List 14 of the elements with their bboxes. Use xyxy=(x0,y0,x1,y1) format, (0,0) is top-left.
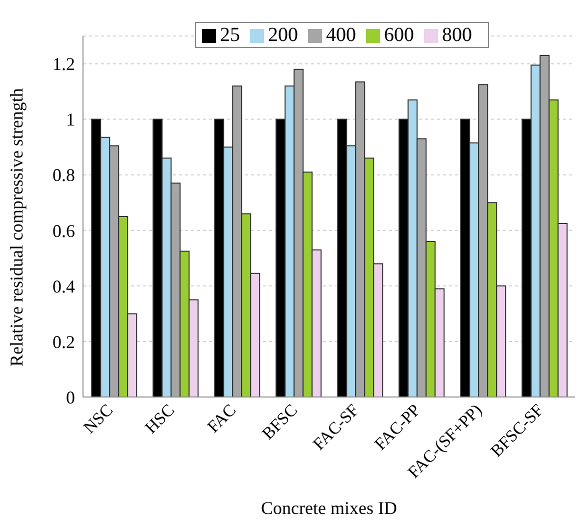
legend-label: 25 xyxy=(220,24,240,46)
legend-label: 400 xyxy=(326,24,356,46)
legend-label: 200 xyxy=(268,24,298,46)
y-tick-label: 0.4 xyxy=(52,276,75,296)
y-tick-label: 0.6 xyxy=(52,220,75,241)
y-tick-label: 0.2 xyxy=(52,332,75,352)
y-tick-label: 1.2 xyxy=(52,54,75,74)
y-axis-title: Relative residual compressive strength xyxy=(6,88,26,366)
legend-label: 800 xyxy=(442,24,472,46)
x-axis-title: Concrete mixes ID xyxy=(261,498,397,518)
y-tick-label: 0 xyxy=(66,387,75,408)
y-tick-label: 0.8 xyxy=(52,165,75,186)
y-tick-label: 1 xyxy=(66,110,75,130)
legend-label: 600 xyxy=(384,24,414,46)
